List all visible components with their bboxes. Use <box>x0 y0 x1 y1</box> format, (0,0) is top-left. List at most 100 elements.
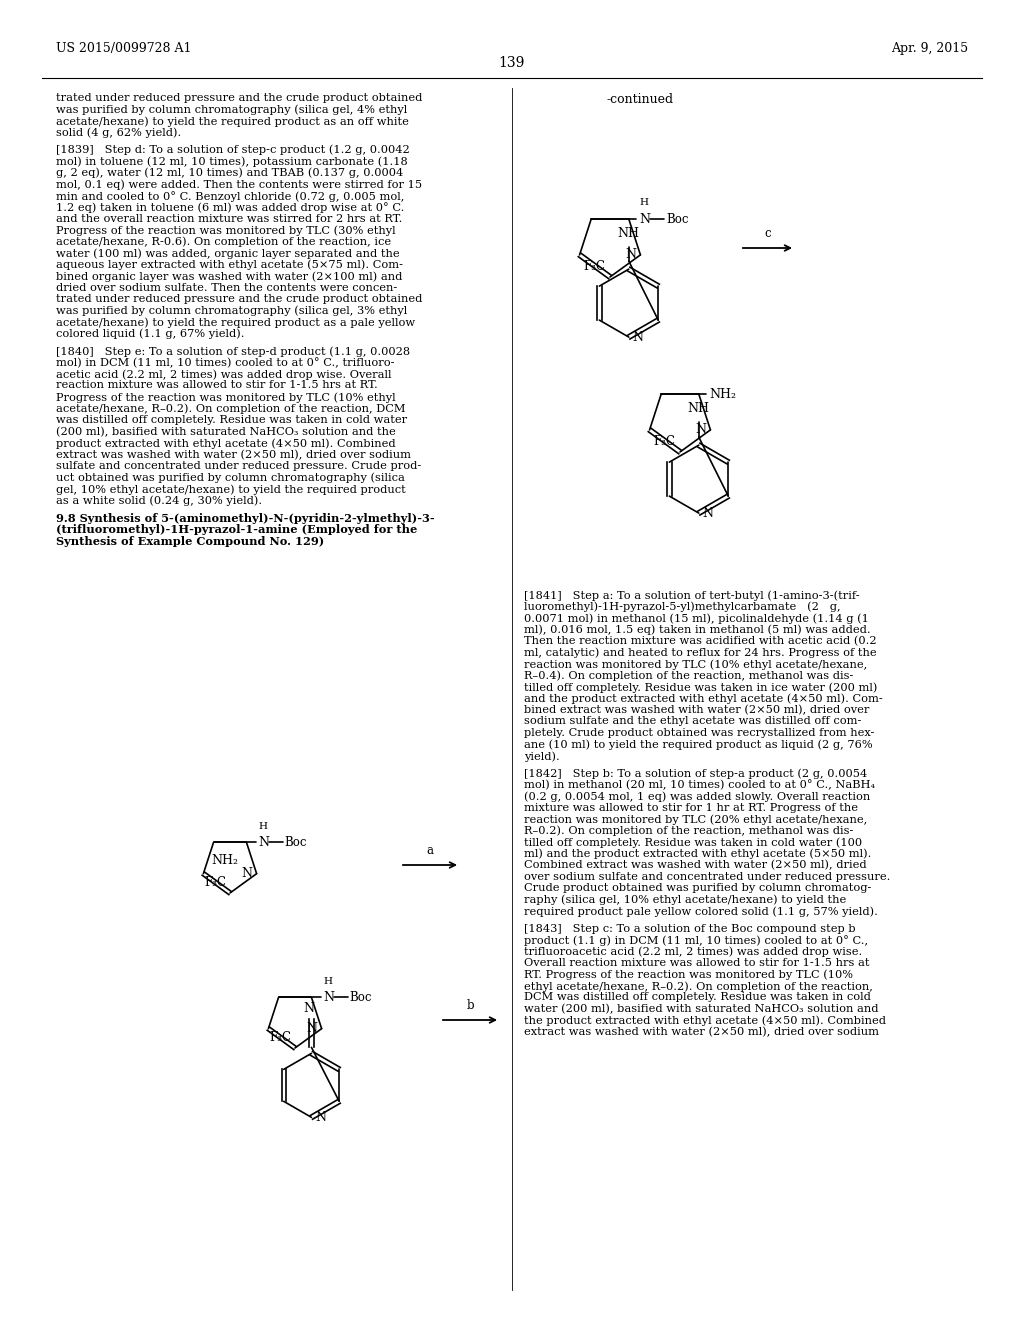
Text: and the product extracted with ethyl acetate (4×50 ml). Com-: and the product extracted with ethyl ace… <box>524 693 883 704</box>
Text: reaction was monitored by TLC (10% ethyl acetate/hexane,: reaction was monitored by TLC (10% ethyl… <box>524 659 867 669</box>
Text: R–0.2). On completion of the reaction, methanol was dis-: R–0.2). On completion of the reaction, m… <box>524 826 853 837</box>
Text: yield).: yield). <box>524 751 560 762</box>
Text: 1.2 eq) taken in toluene (6 ml) was added drop wise at 0° C.: 1.2 eq) taken in toluene (6 ml) was adde… <box>56 202 404 213</box>
Text: tilled off completely. Residue was taken in ice water (200 ml): tilled off completely. Residue was taken… <box>524 682 878 693</box>
Text: (trifluoromethyl)-1H-pyrazol-1-amine (Employed for the: (trifluoromethyl)-1H-pyrazol-1-amine (Em… <box>56 524 417 535</box>
Text: mol) in DCM (11 ml, 10 times) cooled to at 0° C., trifluoro-: mol) in DCM (11 ml, 10 times) cooled to … <box>56 358 394 368</box>
Text: min and cooled to 0° C. Benzoyl chloride (0.72 g, 0.005 mol,: min and cooled to 0° C. Benzoyl chloride… <box>56 191 404 202</box>
Text: N: N <box>258 836 269 849</box>
Text: mol) in methanol (20 ml, 10 times) cooled to at 0° C., NaBH₄: mol) in methanol (20 ml, 10 times) coole… <box>524 780 874 791</box>
Text: b: b <box>466 999 474 1012</box>
Text: NH: NH <box>617 227 640 240</box>
Text: acetate/hexane) to yield the required product as a pale yellow: acetate/hexane) to yield the required pr… <box>56 317 415 327</box>
Text: reaction was monitored by TLC (20% ethyl acetate/hexane,: reaction was monitored by TLC (20% ethyl… <box>524 814 867 825</box>
Text: R–0.4). On completion of the reaction, methanol was dis-: R–0.4). On completion of the reaction, m… <box>524 671 853 681</box>
Text: Progress of the reaction was monitored by TLC (10% ethyl: Progress of the reaction was monitored b… <box>56 392 395 403</box>
Text: luoromethyl)-1H-pyrazol-5-yl)methylcarbamate   (2   g,: luoromethyl)-1H-pyrazol-5-yl)methylcarba… <box>524 602 841 612</box>
Text: F₃C: F₃C <box>269 1031 291 1044</box>
Text: NH: NH <box>688 403 710 414</box>
Text: as a white solid (0.24 g, 30% yield).: as a white solid (0.24 g, 30% yield). <box>56 495 262 506</box>
Text: trated under reduced pressure and the crude product obtained: trated under reduced pressure and the cr… <box>56 92 422 103</box>
Text: 0.0071 mol) in methanol (15 ml), picolinaldehyde (1.14 g (1: 0.0071 mol) in methanol (15 ml), picolin… <box>524 612 869 623</box>
Text: the product extracted with ethyl acetate (4×50 ml). Combined: the product extracted with ethyl acetate… <box>524 1015 886 1026</box>
Text: H: H <box>258 822 267 832</box>
Text: N: N <box>303 1002 314 1015</box>
Text: RT. Progress of the reaction was monitored by TLC (10%: RT. Progress of the reaction was monitor… <box>524 969 853 979</box>
Text: N: N <box>626 248 637 261</box>
Text: N: N <box>306 1022 317 1035</box>
Text: Boc: Boc <box>667 213 689 226</box>
Text: sodium sulfate and the ethyl acetate was distilled off com-: sodium sulfate and the ethyl acetate was… <box>524 717 861 726</box>
Text: N: N <box>315 1111 327 1123</box>
Text: H: H <box>639 198 648 207</box>
Text: trated under reduced pressure and the crude product obtained: trated under reduced pressure and the cr… <box>56 294 422 304</box>
Text: dried over sodium sulfate. Then the contents were concen-: dried over sodium sulfate. Then the cont… <box>56 282 397 293</box>
Text: required product pale yellow colored solid (1.1 g, 57% yield).: required product pale yellow colored sol… <box>524 907 878 917</box>
Text: g, 2 eq), water (12 ml, 10 times) and TBAB (0.137 g, 0.0004: g, 2 eq), water (12 ml, 10 times) and TB… <box>56 168 403 178</box>
Text: Progress of the reaction was monitored by TLC (30% ethyl: Progress of the reaction was monitored b… <box>56 226 395 236</box>
Text: acetic acid (2.2 ml, 2 times) was added drop wise. Overall: acetic acid (2.2 ml, 2 times) was added … <box>56 370 391 380</box>
Text: Boc: Boc <box>285 836 307 849</box>
Text: was distilled off completely. Residue was taken in cold water: was distilled off completely. Residue wa… <box>56 414 408 425</box>
Text: pletely. Crude product obtained was recrystallized from hex-: pletely. Crude product obtained was recr… <box>524 729 874 738</box>
Text: and the overall reaction mixture was stirred for 2 hrs at RT.: and the overall reaction mixture was sti… <box>56 214 402 224</box>
Text: water (100 ml) was added, organic layer separated and the: water (100 ml) was added, organic layer … <box>56 248 399 259</box>
Text: mol) in toluene (12 ml, 10 times), potassium carbonate (1.18: mol) in toluene (12 ml, 10 times), potas… <box>56 156 408 166</box>
Text: colored liquid (1.1 g, 67% yield).: colored liquid (1.1 g, 67% yield). <box>56 329 245 339</box>
Text: water (200 ml), basified with saturated NaHCO₃ solution and: water (200 ml), basified with saturated … <box>524 1005 879 1014</box>
Text: raphy (silica gel, 10% ethyl acetate/hexane) to yield the: raphy (silica gel, 10% ethyl acetate/hex… <box>524 895 846 906</box>
Text: product extracted with ethyl acetate (4×50 ml). Combined: product extracted with ethyl acetate (4×… <box>56 438 395 449</box>
Text: acetate/hexane, R-0.6). On completion of the reaction, ice: acetate/hexane, R-0.6). On completion of… <box>56 236 391 247</box>
Text: product (1.1 g) in DCM (11 ml, 10 times) cooled to at 0° C.,: product (1.1 g) in DCM (11 ml, 10 times)… <box>524 935 868 946</box>
Text: 139: 139 <box>499 55 525 70</box>
Text: (0.2 g, 0.0054 mol, 1 eq) was added slowly. Overall reaction: (0.2 g, 0.0054 mol, 1 eq) was added slow… <box>524 791 870 801</box>
Text: gel, 10% ethyl acetate/hexane) to yield the required product: gel, 10% ethyl acetate/hexane) to yield … <box>56 484 406 495</box>
Text: mixture was allowed to stir for 1 hr at RT. Progress of the: mixture was allowed to stir for 1 hr at … <box>524 803 858 813</box>
Text: N: N <box>702 507 714 520</box>
Text: over sodium sulfate and concentrated under reduced pressure.: over sodium sulfate and concentrated und… <box>524 871 891 882</box>
Text: ml, catalytic) and heated to reflux for 24 hrs. Progress of the: ml, catalytic) and heated to reflux for … <box>524 648 877 659</box>
Text: F₃C: F₃C <box>653 436 675 447</box>
Text: mol, 0.1 eq) were added. Then the contents were stirred for 15: mol, 0.1 eq) were added. Then the conten… <box>56 180 422 190</box>
Text: sulfate and concentrated under reduced pressure. Crude prod-: sulfate and concentrated under reduced p… <box>56 461 421 471</box>
Text: Then the reaction mixture was acidified with acetic acid (0.2: Then the reaction mixture was acidified … <box>524 636 877 647</box>
Text: (200 ml), basified with saturated NaHCO₃ solution and the: (200 ml), basified with saturated NaHCO₃… <box>56 426 395 437</box>
Text: bined organic layer was washed with water (2×100 ml) and: bined organic layer was washed with wate… <box>56 271 402 281</box>
Text: -continued: -continued <box>606 92 674 106</box>
Text: acetate/hexane) to yield the required product as an off white: acetate/hexane) to yield the required pr… <box>56 116 409 127</box>
Text: trifluoroacetic acid (2.2 ml, 2 times) was added drop wise.: trifluoroacetic acid (2.2 ml, 2 times) w… <box>524 946 862 957</box>
Text: tilled off completely. Residue was taken in cold water (100: tilled off completely. Residue was taken… <box>524 837 862 847</box>
Text: acetate/hexane, R–0.2). On completion of the reaction, DCM: acetate/hexane, R–0.2). On completion of… <box>56 404 406 414</box>
Text: aqueous layer extracted with ethyl acetate (5×75 ml). Com-: aqueous layer extracted with ethyl aceta… <box>56 260 403 271</box>
Text: N: N <box>324 991 335 1003</box>
Text: N: N <box>633 330 644 343</box>
Text: [1840]   Step e: To a solution of step-d product (1.1 g, 0.0028: [1840] Step e: To a solution of step-d p… <box>56 346 411 356</box>
Text: Boc: Boc <box>349 991 372 1003</box>
Text: a: a <box>427 843 433 857</box>
Text: [1843]   Step c: To a solution of the Boc compound step b: [1843] Step c: To a solution of the Boc … <box>524 924 856 933</box>
Text: [1842]   Step b: To a solution of step-a product (2 g, 0.0054: [1842] Step b: To a solution of step-a p… <box>524 768 867 779</box>
Text: uct obtained was purified by column chromatography (silica: uct obtained was purified by column chro… <box>56 473 404 483</box>
Text: c: c <box>764 227 771 240</box>
Text: F₃C: F₃C <box>583 260 605 273</box>
Text: 9.8 Synthesis of 5-(aminomethyl)-N-(pyridin-2-ylmethyl)-3-: 9.8 Synthesis of 5-(aminomethyl)-N-(pyri… <box>56 512 434 524</box>
Text: Crude product obtained was purified by column chromatog-: Crude product obtained was purified by c… <box>524 883 871 894</box>
Text: ane (10 ml) to yield the required product as liquid (2 g, 76%: ane (10 ml) to yield the required produc… <box>524 739 872 750</box>
Text: ethyl acetate/hexane, R–0.2). On completion of the reaction,: ethyl acetate/hexane, R–0.2). On complet… <box>524 981 872 991</box>
Text: N: N <box>639 213 650 226</box>
Text: ml) and the product extracted with ethyl acetate (5×50 ml).: ml) and the product extracted with ethyl… <box>524 849 871 859</box>
Text: NH₂: NH₂ <box>211 854 238 867</box>
Text: Apr. 9, 2015: Apr. 9, 2015 <box>891 42 968 55</box>
Text: US 2015/0099728 A1: US 2015/0099728 A1 <box>56 42 191 55</box>
Text: Synthesis of Example Compound No. 129): Synthesis of Example Compound No. 129) <box>56 536 325 546</box>
Text: was purified by column chromatography (silica gel, 4% ethyl: was purified by column chromatography (s… <box>56 104 408 115</box>
Text: N: N <box>695 424 707 437</box>
Text: ml), 0.016 mol, 1.5 eq) taken in methanol (5 ml) was added.: ml), 0.016 mol, 1.5 eq) taken in methano… <box>524 624 870 635</box>
Text: extract was washed with water (2×50 ml), dried over sodium: extract was washed with water (2×50 ml),… <box>56 450 411 459</box>
Text: bined extract was washed with water (2×50 ml), dried over: bined extract was washed with water (2×5… <box>524 705 869 715</box>
Text: extract was washed with water (2×50 ml), dried over sodium: extract was washed with water (2×50 ml),… <box>524 1027 879 1038</box>
Text: [1841]   Step a: To a solution of tert-butyl (1-amino-3-(trif-: [1841] Step a: To a solution of tert-but… <box>524 590 859 601</box>
Text: Overall reaction mixture was allowed to stir for 1-1.5 hrs at: Overall reaction mixture was allowed to … <box>524 958 869 968</box>
Text: N: N <box>242 867 253 880</box>
Text: Combined extract was washed with water (2×50 ml), dried: Combined extract was washed with water (… <box>524 861 866 871</box>
